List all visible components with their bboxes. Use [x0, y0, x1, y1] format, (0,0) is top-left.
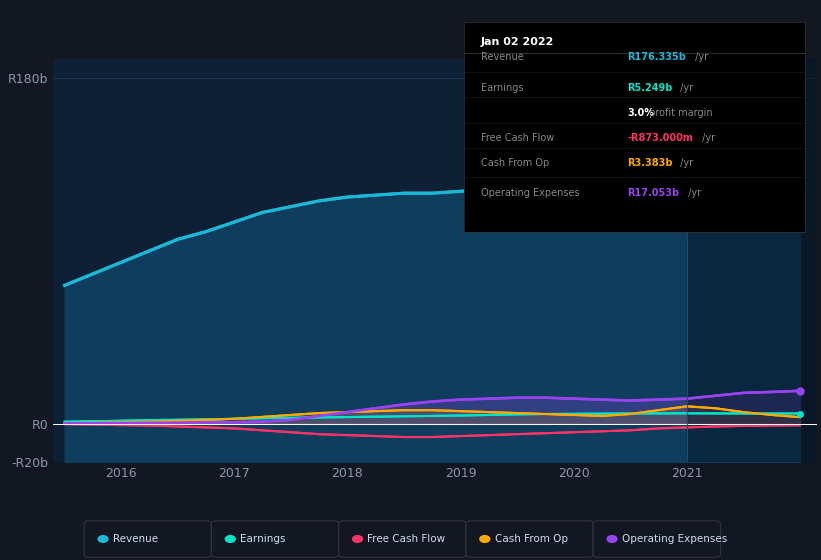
Text: Jan 02 2022: Jan 02 2022 — [481, 37, 554, 47]
Text: profit margin: profit margin — [646, 108, 713, 118]
Text: Free Cash Flow: Free Cash Flow — [368, 534, 446, 544]
Text: Operating Expenses: Operating Expenses — [622, 534, 727, 544]
Text: -R873.000m: -R873.000m — [627, 133, 693, 143]
Bar — [687, 59, 821, 462]
Text: /yr: /yr — [699, 133, 715, 143]
Text: /yr: /yr — [677, 83, 694, 93]
Text: Earnings: Earnings — [240, 534, 286, 544]
Text: /yr: /yr — [692, 52, 708, 62]
Text: Operating Expenses: Operating Expenses — [481, 188, 580, 198]
Text: /yr: /yr — [677, 158, 694, 169]
Text: R3.383b: R3.383b — [627, 158, 673, 169]
Text: R5.249b: R5.249b — [627, 83, 672, 93]
Text: Revenue: Revenue — [481, 52, 524, 62]
Text: 3.0%: 3.0% — [627, 108, 654, 118]
Text: Free Cash Flow: Free Cash Flow — [481, 133, 554, 143]
Text: Cash From Op: Cash From Op — [494, 534, 567, 544]
Text: /yr: /yr — [685, 188, 701, 198]
Text: Earnings: Earnings — [481, 83, 524, 93]
Text: Cash From Op: Cash From Op — [481, 158, 549, 169]
Text: R17.053b: R17.053b — [627, 188, 680, 198]
Text: Revenue: Revenue — [113, 534, 158, 544]
Text: R176.335b: R176.335b — [627, 52, 686, 62]
